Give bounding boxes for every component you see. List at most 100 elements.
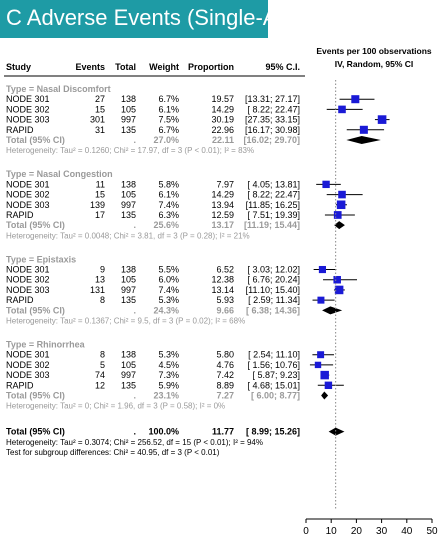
- study-proportion: 13.94: [211, 200, 234, 210]
- subgroup-total-weight: 25.6%: [153, 220, 179, 230]
- study-events: 301: [90, 115, 105, 125]
- subgroup-total-proportion: 9.66: [216, 305, 234, 315]
- subgroup-heterogeneity: Heterogeneity: Tau² = 0.1367; Chi² = 9.5…: [6, 317, 245, 326]
- header-total: Total: [115, 62, 136, 72]
- study-name: NODE 302: [6, 360, 50, 370]
- study-weight: 7.4%: [158, 285, 179, 295]
- study-events: 17: [95, 210, 105, 220]
- study-total: 138: [121, 179, 136, 189]
- study-proportion: 30.19: [211, 115, 234, 125]
- study-weight: 6.1%: [158, 104, 179, 114]
- study-point: [314, 361, 322, 369]
- panel-title-banner: C Adverse Events (Single-Arm): [0, 0, 310, 38]
- plot-title-line2: IV, Random, 95% CI: [335, 59, 414, 69]
- study-name: NODE 301: [6, 179, 50, 189]
- study-name: NODE 301: [6, 94, 50, 104]
- study-name: NODE 303: [6, 200, 50, 210]
- subgroup-heterogeneity: Heterogeneity: Tau² = 0.0048; Chi² = 3.8…: [6, 231, 250, 240]
- study-weight: 5.3%: [158, 295, 179, 305]
- subgroup-title: Type = Nasal Discomfort: [6, 84, 111, 94]
- subgroup-diamond: [346, 136, 381, 144]
- study-name: NODE 302: [6, 104, 50, 114]
- study-point: [333, 211, 342, 219]
- study-proportion: 12.38: [211, 275, 234, 285]
- x-tick-label: 10: [326, 526, 338, 537]
- study-ci: [ 7.51; 19.39]: [247, 210, 300, 220]
- study-weight: 5.5%: [158, 265, 179, 275]
- subgroup-heterogeneity: Heterogeneity: Tau² = 0; Chi² = 1.96, df…: [6, 402, 225, 411]
- header-events: Events: [75, 62, 105, 72]
- study-total: 997: [121, 285, 136, 295]
- subgroup-diamond: [321, 391, 329, 400]
- study-ci: [11.85; 16.25]: [246, 200, 300, 210]
- study-total: 105: [121, 275, 136, 285]
- subgroup-total-weight: 23.1%: [153, 391, 179, 401]
- study-point: [334, 285, 344, 295]
- study-ci: [ 5.87; 9.23]: [252, 370, 300, 380]
- study-point: [317, 351, 325, 359]
- study-ci: [ 8.22; 22.47]: [247, 104, 300, 114]
- study-events: 8: [100, 350, 105, 360]
- x-tick-label: 40: [401, 526, 413, 537]
- study-events: 31: [95, 125, 105, 135]
- study-weight: 6.0%: [158, 275, 179, 285]
- study-point: [336, 200, 346, 210]
- overall-total-label: Total (95% CI): [6, 427, 65, 437]
- study-weight: 6.7%: [158, 94, 179, 104]
- x-tick-label: 20: [351, 526, 363, 537]
- study-events: 12: [95, 380, 105, 390]
- study-events: 15: [95, 104, 105, 114]
- study-ci: [ 1.56; 10.76]: [247, 360, 300, 370]
- header-proportion: Proportion: [188, 62, 234, 72]
- study-name: RAPID: [6, 380, 34, 390]
- study-weight: 6.1%: [158, 190, 179, 200]
- study-proportion: 7.97: [216, 179, 234, 189]
- study-events: 139: [90, 200, 105, 210]
- study-weight: 5.9%: [158, 380, 179, 390]
- study-point: [351, 95, 360, 104]
- study-point: [338, 190, 346, 199]
- study-events: 27: [95, 94, 105, 104]
- header-weight: Weight: [149, 62, 179, 72]
- study-point: [322, 180, 330, 189]
- subgroup-total-events: .: [133, 220, 136, 230]
- subgroup-diamond: [334, 221, 345, 230]
- panel-title: C Adverse Events (Single-Arm): [6, 5, 311, 30]
- study-total: 135: [121, 125, 136, 135]
- study-total: 138: [121, 265, 136, 275]
- study-events: 9: [100, 265, 105, 275]
- study-name: RAPID: [6, 125, 34, 135]
- study-proportion: 12.59: [211, 210, 234, 220]
- study-total: 997: [121, 200, 136, 210]
- overall-diamond: [328, 427, 345, 436]
- study-total: 997: [121, 115, 136, 125]
- study-weight: 5.3%: [158, 350, 179, 360]
- subgroup-total-events: .: [133, 135, 136, 145]
- study-ci: [ 2.59; 11.34]: [248, 295, 300, 305]
- study-ci: [27.35; 33.15]: [245, 115, 300, 125]
- study-total: 997: [121, 370, 136, 380]
- overall-total-proportion: 11.77: [212, 427, 234, 437]
- subgroup-total-events: .: [133, 305, 136, 315]
- x-tick-label: 30: [376, 526, 388, 537]
- study-events: 131: [90, 285, 105, 295]
- subgroup-total-proportion: 13.17: [211, 220, 234, 230]
- header-ci: 95% C.I.: [265, 62, 300, 72]
- plot-title-line1: Events per 100 observations: [316, 46, 432, 56]
- subgroup-total-ci: [ 6.38; 14.36]: [246, 305, 300, 315]
- study-name: NODE 303: [6, 115, 50, 125]
- overall-total-weight: 100.0%: [148, 427, 179, 437]
- study-events: 13: [95, 275, 105, 285]
- study-name: NODE 301: [6, 350, 50, 360]
- study-ci: [ 6.76; 20.24]: [247, 275, 300, 285]
- study-point: [333, 275, 341, 284]
- subgroup-title: Type = Nasal Congestion: [6, 169, 113, 179]
- subgroup-heterogeneity: Heterogeneity: Tau² = 0.1260; Chi² = 17.…: [6, 146, 254, 155]
- study-weight: 6.3%: [158, 210, 179, 220]
- subgroup-total-weight: 27.0%: [153, 135, 179, 145]
- subgroup-total-proportion: 7.27: [216, 391, 234, 401]
- study-events: 11: [96, 179, 105, 189]
- study-events: 74: [95, 370, 105, 380]
- study-name: RAPID: [6, 295, 34, 305]
- study-proportion: 19.57: [211, 94, 234, 104]
